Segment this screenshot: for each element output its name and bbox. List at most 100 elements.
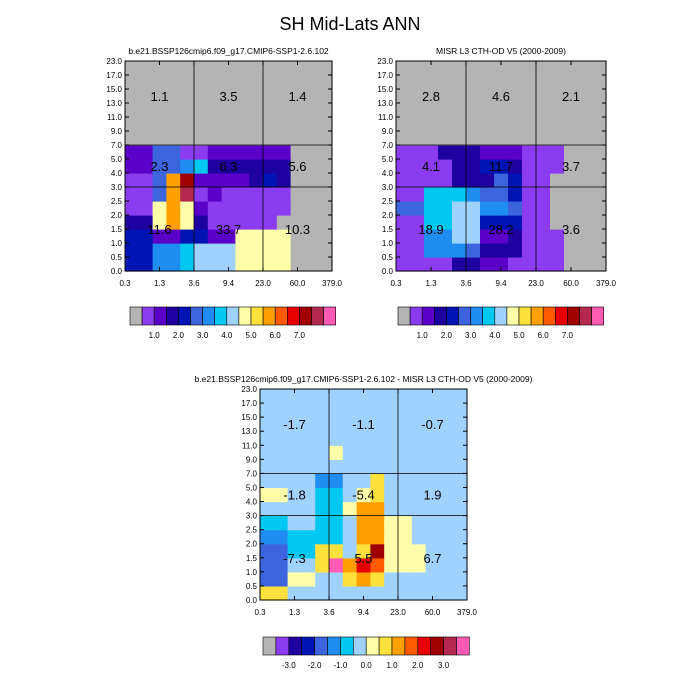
heatmap-cell [315, 473, 330, 489]
heatmap-cell [550, 201, 565, 216]
heatmap-cell [411, 557, 427, 573]
heatmap-cell [207, 201, 223, 216]
cell-annotation: 2.1 [562, 89, 580, 104]
heatmap-cell [138, 173, 154, 188]
heatmap-cell [235, 103, 250, 118]
heatmap-cell [453, 515, 468, 531]
y-tick-label: 17.0 [377, 71, 393, 80]
heatmap-cell [564, 103, 579, 118]
heatmap-cell [370, 585, 385, 601]
heatmap-cell [287, 543, 302, 559]
heatmap-cell [384, 445, 399, 460]
heatmap-cell [439, 389, 454, 404]
heatmap-cell [453, 571, 468, 587]
y-tick-label: 5.0 [111, 155, 123, 164]
heatmap-cell [301, 403, 316, 418]
heatmap-cell [342, 389, 358, 404]
heatmap-cell [249, 103, 264, 118]
heatmap-cell [424, 159, 439, 174]
heatmap-cell [536, 257, 551, 272]
heatmap-cell [166, 159, 181, 174]
heatmap-cell [453, 487, 468, 503]
heatmap-cell [370, 403, 385, 418]
heatmap-cell [592, 145, 607, 160]
heatmap-cell [125, 229, 140, 244]
heatmap-cell [125, 201, 140, 216]
heatmap-cell [453, 417, 468, 432]
heatmap-cell [207, 103, 223, 118]
heatmap-cell [410, 159, 425, 174]
heatmap-cell [466, 145, 481, 160]
heatmap-cell [263, 257, 278, 272]
heatmap-cell [438, 257, 453, 272]
colorbar-swatch [327, 636, 341, 656]
heatmap-cell [411, 487, 427, 503]
heatmap-cell [180, 159, 195, 174]
heatmap-cell [398, 557, 413, 573]
heatmap-cell [287, 459, 302, 474]
heatmap-cell [398, 403, 413, 418]
heatmap-cell [290, 243, 305, 258]
colorbar-swatch [579, 306, 592, 326]
heatmap-cell [439, 557, 454, 573]
heatmap-cell [439, 529, 454, 545]
heatmap-cell [452, 89, 467, 104]
heatmap-cell [564, 145, 579, 160]
heatmap-cell [480, 117, 495, 132]
colorbar-swatch [214, 306, 228, 326]
heatmap-cell [396, 75, 411, 90]
heatmap-cell [235, 159, 250, 174]
heatmap-cell [304, 103, 319, 118]
heatmap-cell [180, 257, 195, 272]
colorbar-swatch [506, 306, 520, 326]
heatmap-cell [194, 201, 209, 216]
heatmap-cell [207, 243, 223, 258]
heatmap-cell [315, 459, 330, 474]
heatmap-cell [194, 103, 209, 118]
colorbar-label: 3.0 [438, 661, 450, 670]
heatmap-cell [152, 103, 167, 118]
heatmap-cell [125, 131, 140, 146]
y-tick-label: 4.0 [382, 169, 394, 178]
heatmap-cell [384, 571, 399, 587]
plot-title: b.e21.BSSP126cmip6.f09_g17.CMIP6-SSP1-2.… [195, 374, 533, 384]
heatmap-cell [180, 173, 195, 188]
heatmap-cell [263, 159, 278, 174]
heatmap-cell [235, 243, 250, 258]
heatmap-cell [276, 145, 292, 160]
heatmap-cell [249, 75, 264, 90]
heatmap-cell [480, 131, 495, 146]
colorbar-swatch [518, 306, 532, 326]
heatmap-cell [235, 257, 250, 272]
heatmap-cell [273, 529, 289, 545]
y-tick-label: 5.0 [246, 483, 258, 492]
heatmap-cell [315, 417, 330, 432]
heatmap-cell [480, 61, 495, 76]
heatmap-cell [260, 459, 275, 474]
y-tick-label: 0.5 [111, 253, 123, 262]
heatmap-cell [424, 243, 439, 258]
heatmap-cell [301, 515, 316, 531]
heatmap-cell [592, 159, 607, 174]
heatmap-cell [411, 571, 427, 587]
heatmap-cell [466, 159, 481, 174]
x-tick-label: 0.3 [254, 608, 266, 617]
heatmap-cell [438, 117, 453, 132]
x-tick-label: 379.0 [596, 279, 617, 288]
cell-annotation: -1.8 [283, 488, 305, 503]
heatmap-cell [356, 515, 371, 531]
cell-annotation: 3.7 [562, 159, 580, 174]
heatmap-cell [287, 445, 302, 460]
heatmap-cell [508, 257, 523, 272]
heatmap-cell [508, 145, 523, 160]
heatmap-cell [438, 145, 453, 160]
heatmap-cell [536, 145, 551, 160]
heatmap-cell [166, 173, 181, 188]
heatmap-cell [578, 243, 593, 258]
heatmap-cell [396, 145, 411, 160]
heatmap-cell [452, 131, 467, 146]
heatmap-cell [290, 131, 305, 146]
x-tick-label: 3.6 [460, 279, 472, 288]
y-tick-label: 5.0 [382, 155, 394, 164]
